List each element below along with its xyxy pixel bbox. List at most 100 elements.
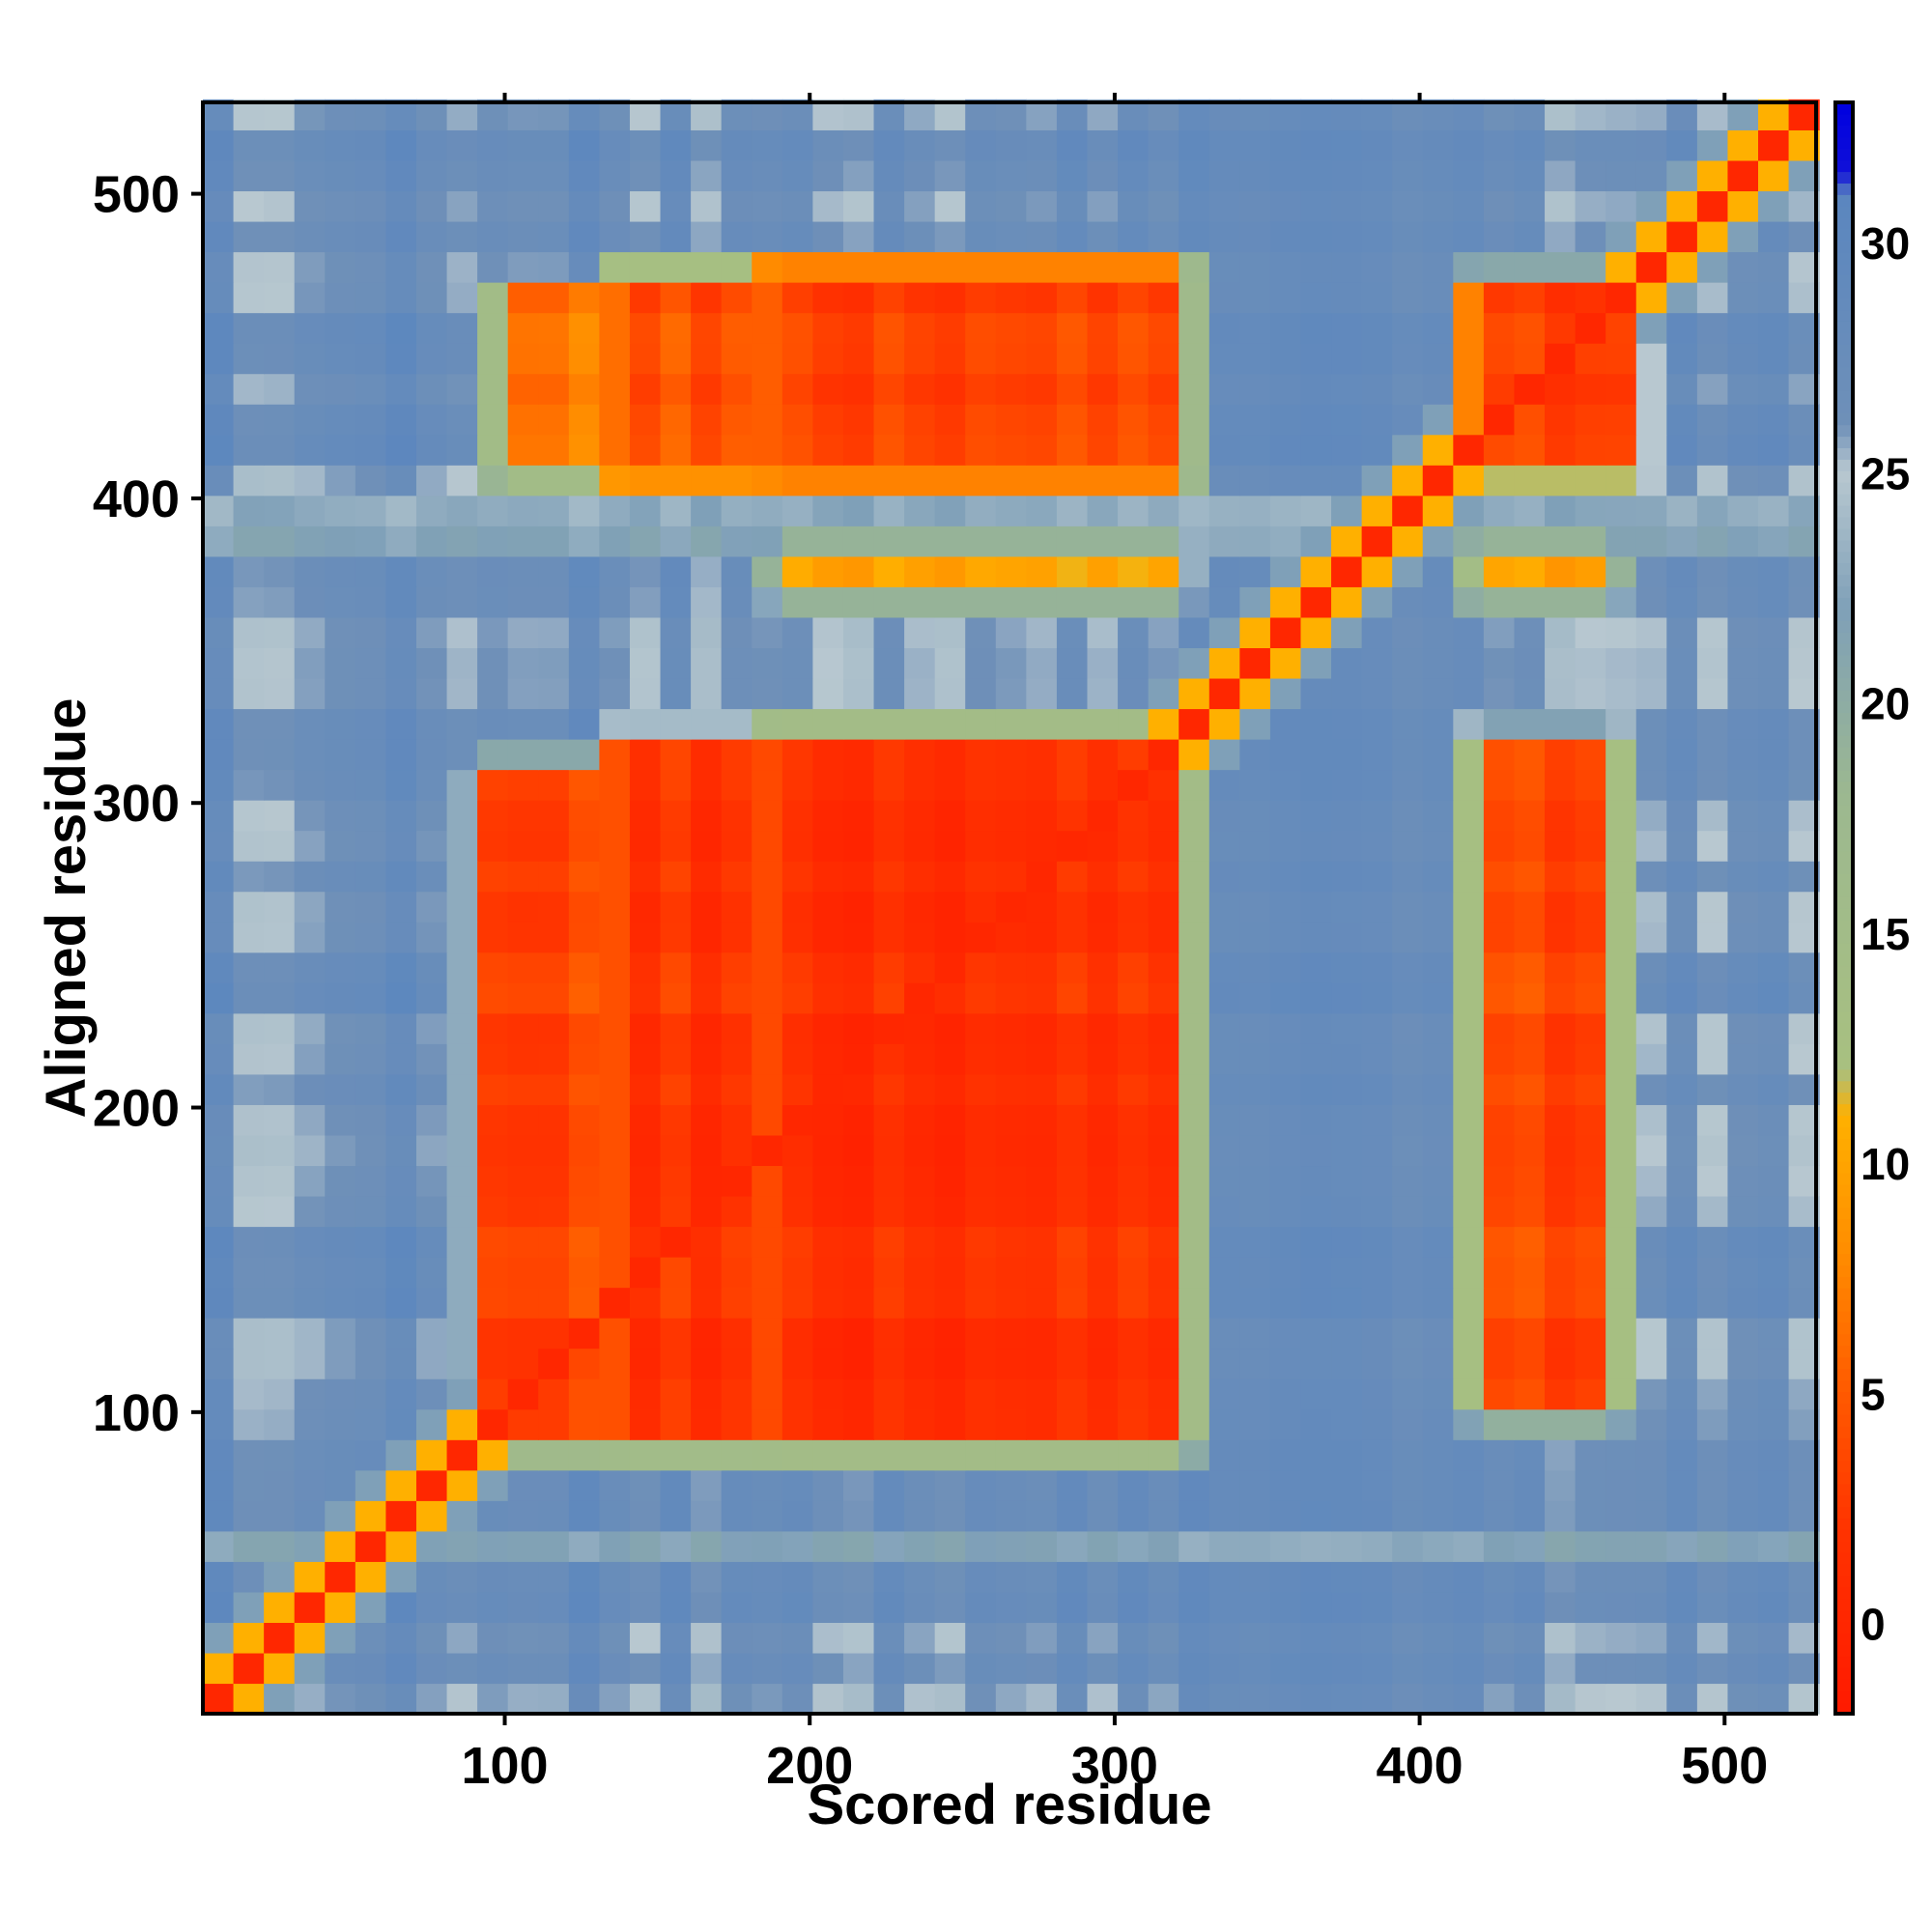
heatmap-cell <box>934 555 966 587</box>
heatmap-cell <box>1514 1561 1546 1593</box>
heatmap-cell <box>842 495 875 526</box>
heatmap-cell <box>415 586 448 618</box>
colorbar-segment <box>1835 183 1853 195</box>
heatmap-cell <box>446 1165 478 1197</box>
heatmap-cell <box>355 129 387 161</box>
heatmap-cell <box>1239 1104 1271 1136</box>
heatmap-cell <box>507 708 539 740</box>
heatmap-cell <box>477 952 509 983</box>
heatmap-cell <box>294 861 326 893</box>
colorbar-segment <box>1835 1000 1853 1012</box>
x-tick-label: 300 <box>1071 1737 1158 1795</box>
heatmap-cell <box>781 373 813 405</box>
heatmap-cell <box>965 1530 997 1562</box>
heatmap-cell <box>1179 1104 1210 1136</box>
heatmap-cell <box>1453 129 1485 161</box>
heatmap-cell <box>1635 1622 1667 1654</box>
heatmap-cell <box>1208 1012 1240 1044</box>
heatmap-cell <box>1087 708 1119 740</box>
heatmap-cell <box>691 555 723 587</box>
heatmap-cell <box>781 891 813 923</box>
heatmap-cell <box>355 99 387 130</box>
heatmap-cell <box>1605 1652 1637 1685</box>
heatmap-cell <box>995 1012 1027 1044</box>
heatmap-cell <box>1635 1408 1667 1440</box>
heatmap-cell <box>325 282 356 314</box>
heatmap-cell <box>385 1561 417 1593</box>
heatmap-cell <box>203 526 235 557</box>
heatmap-cell <box>1026 1378 1058 1410</box>
heatmap-cell <box>1269 251 1302 283</box>
heatmap-cell <box>1422 1469 1454 1501</box>
heatmap-cell <box>538 1348 570 1379</box>
heatmap-cell <box>842 1287 875 1319</box>
heatmap-cell <box>325 769 356 801</box>
heatmap-cell <box>294 1622 326 1654</box>
heatmap-cell <box>1758 1165 1790 1197</box>
heatmap-cell <box>1605 526 1637 557</box>
heatmap-cell <box>507 1469 539 1501</box>
heatmap-cell <box>1605 586 1637 618</box>
heatmap-cell <box>1605 677 1637 710</box>
heatmap-cell <box>1575 647 1606 679</box>
heatmap-cell <box>904 1104 936 1136</box>
heatmap-cell <box>1453 190 1485 222</box>
heatmap-cell <box>385 708 417 740</box>
heatmap-cell <box>1300 616 1332 649</box>
heatmap-cell <box>538 1257 570 1289</box>
heatmap-cell <box>629 99 662 130</box>
heatmap-cell <box>842 922 875 953</box>
heatmap-cell <box>1514 647 1546 679</box>
heatmap-cell <box>1422 251 1454 283</box>
heatmap-cell <box>203 1378 235 1410</box>
heatmap-cell <box>1758 800 1790 832</box>
colorbar-segment <box>1835 666 1853 679</box>
heatmap-cell <box>660 891 692 923</box>
heatmap-cell <box>721 1439 753 1471</box>
heatmap-cell <box>1545 800 1577 832</box>
heatmap-cell <box>1575 1073 1606 1105</box>
heatmap-cell <box>1087 861 1119 893</box>
heatmap-cell <box>1727 1622 1759 1654</box>
heatmap-cell <box>1208 861 1240 893</box>
heatmap-cell <box>1575 1195 1606 1228</box>
heatmap-cell <box>1179 555 1210 587</box>
heatmap-cell <box>1269 677 1302 710</box>
heatmap-cell <box>1666 1134 1698 1167</box>
heatmap-cell <box>1422 312 1454 344</box>
heatmap-cell <box>1118 343 1150 375</box>
heatmap-cell <box>1179 1683 1210 1715</box>
heatmap-cell <box>1392 99 1424 130</box>
heatmap-cell <box>1361 1622 1393 1654</box>
heatmap-cell <box>599 1469 631 1501</box>
heatmap-cell <box>294 708 326 740</box>
heatmap-cell <box>1758 1012 1790 1044</box>
heatmap-cell <box>1605 99 1637 130</box>
heatmap-cell <box>1179 99 1210 130</box>
heatmap-cell <box>904 190 936 222</box>
heatmap-cell <box>1545 129 1577 161</box>
heatmap-cell <box>842 220 875 253</box>
heatmap-cell <box>1453 1195 1485 1228</box>
heatmap-cell <box>1361 1318 1393 1350</box>
heatmap-cell <box>1300 129 1332 161</box>
heatmap-cell <box>599 1408 631 1440</box>
heatmap-cell <box>781 434 813 466</box>
heatmap-cell <box>1148 99 1179 130</box>
heatmap-cell <box>1087 495 1119 526</box>
heatmap-cell <box>752 526 783 557</box>
heatmap-cell <box>995 1134 1027 1167</box>
heatmap-cell <box>1208 1469 1240 1501</box>
heatmap-cell <box>812 830 844 862</box>
heatmap-cell <box>660 1348 692 1379</box>
heatmap-cell <box>385 647 417 679</box>
heatmap-cell <box>385 1683 417 1715</box>
heatmap-cell <box>691 465 723 497</box>
heatmap-cell <box>1514 190 1546 222</box>
heatmap-cell <box>904 495 936 526</box>
heatmap-cell <box>1239 159 1271 192</box>
heatmap-cell <box>599 1134 631 1167</box>
heatmap-cell <box>1727 1257 1759 1289</box>
heatmap-cell <box>507 495 539 526</box>
heatmap-cell <box>1300 1073 1332 1105</box>
